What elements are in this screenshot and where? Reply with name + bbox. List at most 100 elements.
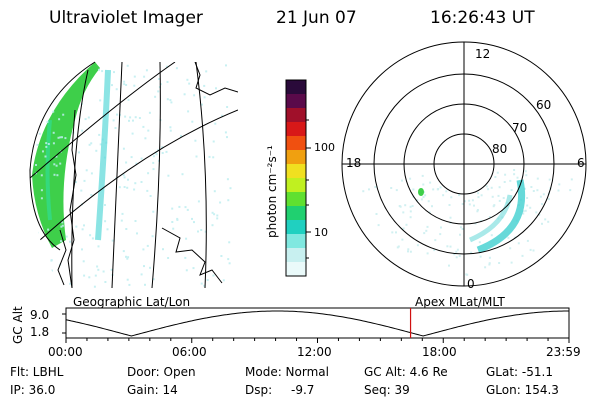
glow-speck xyxy=(458,255,461,257)
mlt-label-12: 12 xyxy=(475,47,491,61)
glow-speck xyxy=(115,88,118,91)
glow-speck xyxy=(195,155,198,158)
glow-speck xyxy=(83,179,86,182)
glow-speck xyxy=(151,235,154,238)
glat-info: GLat: -51.1 xyxy=(486,365,553,379)
glow-speck xyxy=(123,83,126,86)
glow-speck xyxy=(455,256,458,259)
glow-speck xyxy=(65,235,68,238)
glow-speck xyxy=(498,262,501,264)
glow-speck xyxy=(397,245,400,248)
glow-speck xyxy=(75,225,78,228)
glow-speck xyxy=(426,225,429,228)
glow-speck xyxy=(507,236,510,239)
glow-speck xyxy=(407,248,410,251)
glow-speck xyxy=(148,111,151,114)
glow-speck xyxy=(61,136,63,139)
glow-speck xyxy=(395,189,398,192)
glow-speck xyxy=(47,228,50,231)
glow-speck xyxy=(191,120,194,123)
glow-speck xyxy=(463,200,466,203)
glow-speck xyxy=(121,212,124,215)
glow-speck xyxy=(38,132,41,135)
colorbar-swatch xyxy=(286,220,306,235)
glow-speck xyxy=(440,226,442,229)
glow-speck xyxy=(81,248,83,251)
glow-speck xyxy=(181,173,184,176)
glow-speck xyxy=(197,230,199,233)
glow-speck xyxy=(143,265,145,268)
date-label: 21 Jun 07 xyxy=(276,8,357,28)
glow-speck xyxy=(50,259,53,262)
glow-speck xyxy=(186,208,189,211)
glow-speck xyxy=(170,101,173,104)
glow-speck xyxy=(157,90,160,93)
glow-speck xyxy=(509,179,512,182)
glow-speck xyxy=(142,125,145,128)
glow-speck xyxy=(83,224,85,227)
glow-speck xyxy=(402,211,405,214)
glow-speck xyxy=(491,195,494,198)
glow-speck xyxy=(59,162,62,165)
glow-speck xyxy=(81,228,84,231)
glow-speck xyxy=(470,251,473,254)
colorbar-swatch xyxy=(286,136,306,151)
glow-speck xyxy=(130,156,133,159)
glow-speck xyxy=(152,161,155,164)
glow-speck xyxy=(147,172,150,175)
glow-speck xyxy=(569,189,572,192)
glow-speck xyxy=(40,189,43,192)
glow-speck xyxy=(166,81,169,83)
glow-speck xyxy=(477,196,480,199)
glow-speck xyxy=(485,185,488,188)
glow-speck xyxy=(422,196,425,199)
glow-speck xyxy=(541,203,543,206)
glow-speck xyxy=(91,237,94,240)
glow-speck xyxy=(176,217,179,220)
glow-speck xyxy=(461,203,464,205)
glow-speck xyxy=(409,210,412,213)
glow-speck xyxy=(98,68,100,71)
mlt-label-0: 0 xyxy=(467,277,475,291)
glow-speck xyxy=(185,269,188,272)
y-tick-1-8: 1.8 xyxy=(30,325,50,339)
glow-speck xyxy=(548,178,551,181)
glow-speck xyxy=(194,139,197,142)
x-tick-0600: 06:00 xyxy=(172,345,207,359)
glow-speck xyxy=(420,198,423,201)
x-tick-1200: 12:00 xyxy=(297,345,332,359)
glow-speck xyxy=(206,279,209,281)
glow-speck xyxy=(448,264,450,267)
x-tick-1800: 18:00 xyxy=(422,345,457,359)
glow-speck xyxy=(377,224,380,227)
mlt-label-6: 6 xyxy=(577,156,585,170)
glow-speck xyxy=(83,274,86,277)
glow-speck xyxy=(45,142,48,145)
glow-speck xyxy=(134,116,137,119)
glow-speck xyxy=(122,250,125,253)
glow-speck xyxy=(113,71,115,74)
glow-speck xyxy=(122,147,125,150)
glow-speck xyxy=(226,106,229,108)
glow-speck xyxy=(81,129,84,132)
glow-speck xyxy=(142,248,145,251)
glow-speck xyxy=(539,195,542,198)
glow-speck xyxy=(487,188,490,191)
glow-speck xyxy=(110,268,113,271)
glow-speck xyxy=(90,142,93,145)
glow-speck xyxy=(111,84,113,87)
glow-speck xyxy=(146,189,149,192)
glow-speck xyxy=(185,237,188,240)
glow-speck xyxy=(529,248,532,251)
glow-speck xyxy=(55,155,58,158)
glow-speck xyxy=(44,155,47,158)
glow-speck xyxy=(175,67,178,70)
glow-speck xyxy=(128,119,130,122)
glow-speck xyxy=(225,64,227,67)
colorbar-swatch xyxy=(286,150,306,165)
glow-speck xyxy=(126,257,129,260)
glow-speck xyxy=(69,240,71,243)
